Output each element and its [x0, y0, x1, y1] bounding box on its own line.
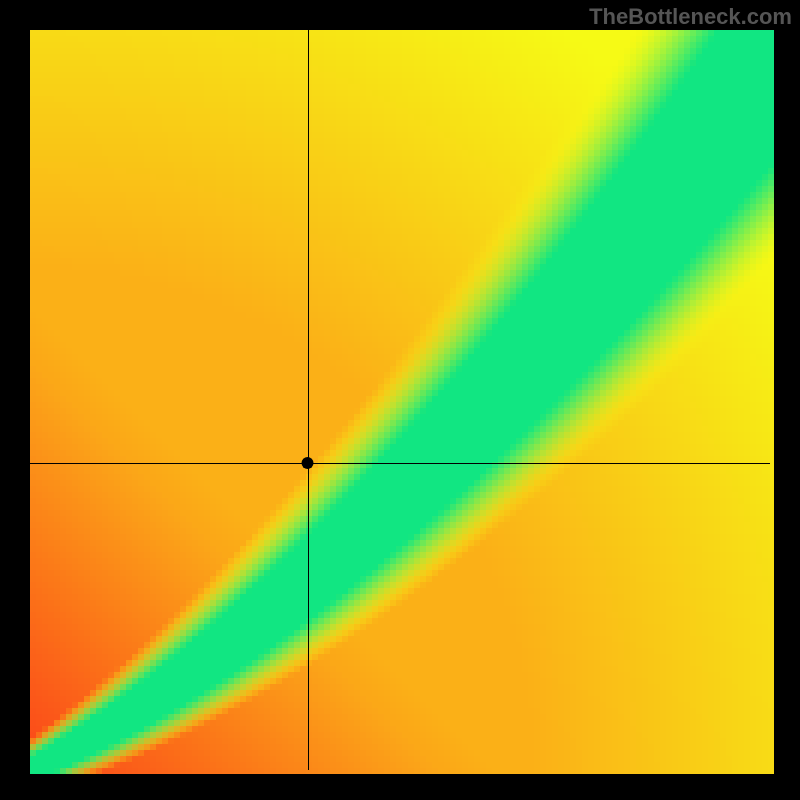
chart-container: TheBottleneck.com: [0, 0, 800, 800]
heatmap-canvas: [0, 0, 800, 800]
watermark-text: TheBottleneck.com: [589, 4, 792, 30]
